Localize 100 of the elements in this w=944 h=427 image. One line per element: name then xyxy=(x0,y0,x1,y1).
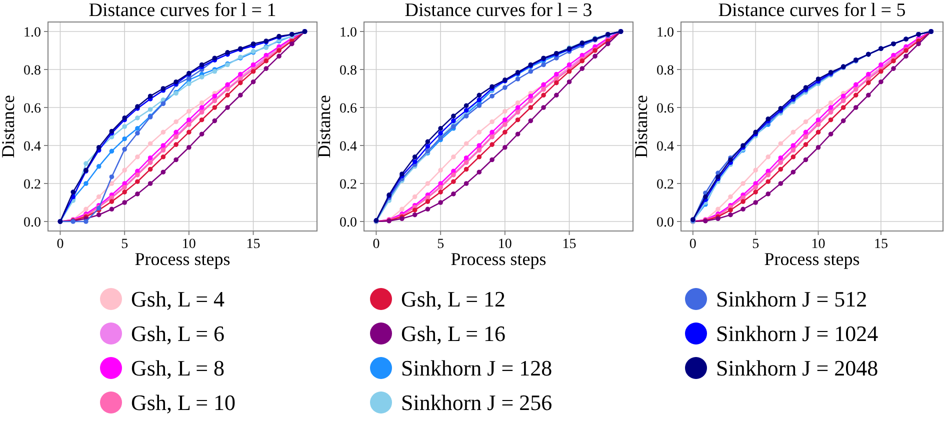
point xyxy=(148,166,153,172)
point xyxy=(740,181,746,186)
point xyxy=(148,94,153,98)
point xyxy=(464,155,469,160)
point xyxy=(502,85,508,90)
point xyxy=(803,142,808,147)
legend-label: Sinkhorn J = 2048 xyxy=(716,356,878,381)
x-axis-title: Process steps xyxy=(134,249,230,269)
x-tick-label: 5 xyxy=(121,237,128,252)
point xyxy=(828,100,834,106)
point xyxy=(728,194,733,200)
point xyxy=(212,94,218,98)
point xyxy=(566,79,572,84)
point xyxy=(84,206,88,212)
point xyxy=(515,117,520,122)
point xyxy=(740,206,746,212)
point xyxy=(502,130,508,135)
point xyxy=(904,54,908,59)
point xyxy=(703,194,708,200)
x-tick-label: 15 xyxy=(562,237,576,252)
point xyxy=(438,130,443,136)
point xyxy=(199,100,204,106)
point xyxy=(515,76,520,82)
legend-label: Gsh, L = 12 xyxy=(401,286,506,312)
point xyxy=(212,105,218,110)
y-tick-label: 0.6 xyxy=(340,101,357,116)
point xyxy=(109,148,114,154)
point xyxy=(816,130,821,135)
point xyxy=(778,141,784,146)
point xyxy=(109,174,114,180)
point xyxy=(148,181,153,186)
point xyxy=(878,79,884,84)
x-tick-label: 5 xyxy=(752,237,760,252)
x-tick-label: 10 xyxy=(182,237,196,252)
point xyxy=(225,105,230,110)
point xyxy=(96,212,102,218)
point xyxy=(199,132,204,136)
point xyxy=(122,124,127,129)
point xyxy=(174,119,178,124)
point xyxy=(541,105,546,110)
point xyxy=(515,105,520,110)
point xyxy=(753,168,758,173)
point xyxy=(528,105,534,110)
point xyxy=(109,181,114,186)
point xyxy=(160,154,166,160)
point xyxy=(580,66,585,71)
point xyxy=(502,108,508,114)
x-tick-label: 10 xyxy=(811,237,826,252)
point xyxy=(464,166,469,172)
point xyxy=(566,62,572,68)
point xyxy=(425,139,430,144)
point xyxy=(186,130,192,135)
y-tick-label: 0.2 xyxy=(656,177,674,192)
point xyxy=(766,179,771,184)
point xyxy=(135,192,140,196)
legend-label: Gsh, L = 10 xyxy=(131,390,236,416)
point xyxy=(186,108,192,114)
point xyxy=(250,79,256,84)
y-tick-label: 0.2 xyxy=(340,177,357,192)
point xyxy=(425,206,430,212)
point xyxy=(186,145,192,150)
point xyxy=(135,130,140,136)
point xyxy=(135,126,140,131)
x-tick-label: 15 xyxy=(874,237,888,252)
y-tick-label: 0.2 xyxy=(24,177,41,192)
point xyxy=(541,92,546,98)
point xyxy=(250,62,256,68)
point xyxy=(515,132,520,136)
x-tick-label: 15 xyxy=(246,237,260,252)
point xyxy=(816,108,821,114)
point xyxy=(866,80,871,86)
point xyxy=(451,192,456,196)
point xyxy=(606,41,610,46)
x-axis-title: Process steps xyxy=(450,249,546,269)
point xyxy=(84,181,88,186)
point xyxy=(728,212,733,218)
x-tick-label: 10 xyxy=(498,237,512,252)
point xyxy=(554,80,559,86)
point xyxy=(199,105,204,110)
point xyxy=(753,200,758,205)
y-tick-label: 0.0 xyxy=(24,215,41,230)
point xyxy=(122,190,127,194)
legend-label: Gsh, L = 4 xyxy=(131,286,224,312)
point xyxy=(464,181,469,186)
point xyxy=(490,130,494,135)
point xyxy=(464,141,469,146)
point xyxy=(853,92,858,98)
y-tick-label: 0.6 xyxy=(24,101,41,116)
y-tick-label: 0.8 xyxy=(340,63,357,78)
y-axis-title: Distance xyxy=(631,95,651,158)
point xyxy=(109,206,114,212)
point xyxy=(476,92,482,98)
point xyxy=(186,117,192,122)
point xyxy=(199,74,204,80)
y-axis-title: Distance xyxy=(0,95,18,158)
point xyxy=(412,194,418,200)
point xyxy=(174,157,178,162)
point xyxy=(840,118,846,124)
point xyxy=(70,190,76,194)
point xyxy=(840,94,846,98)
